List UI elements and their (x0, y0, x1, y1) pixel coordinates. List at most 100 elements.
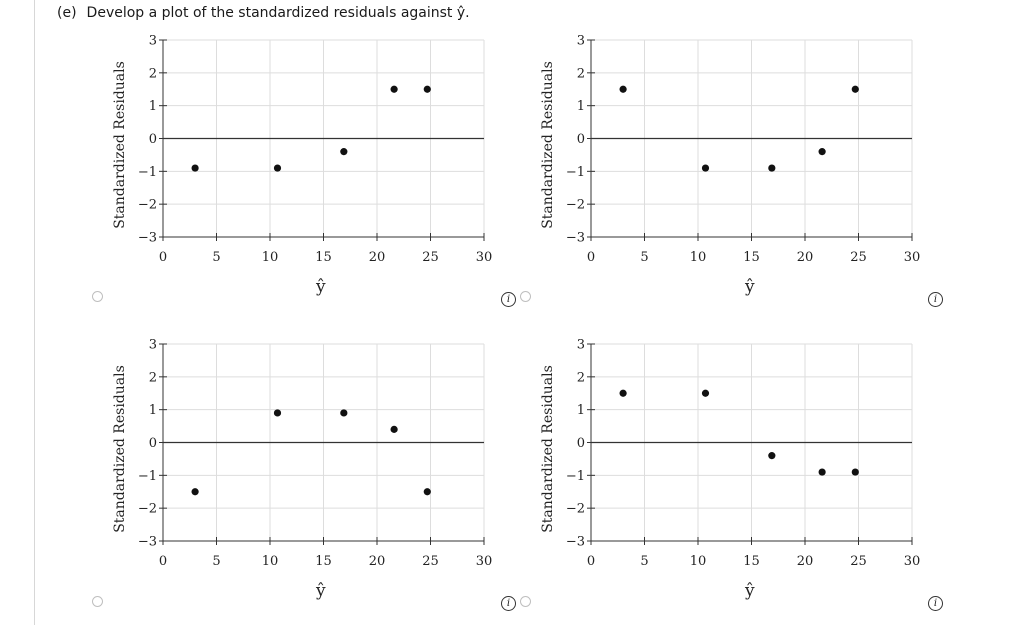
info-icon[interactable]: i (928, 292, 943, 307)
data-point (340, 148, 348, 156)
question-part-label: (e) (57, 5, 77, 21)
x-axis-label: ŷ (745, 277, 755, 297)
x-tick-label: 30 (904, 554, 921, 569)
y-tick-label: 2 (577, 370, 585, 385)
x-tick-label: 30 (476, 554, 493, 569)
data-point (818, 148, 826, 156)
residual-plot-option-c: Standardized Residuals 3 2 1 0 −1 −2 −3 0 5 10 15 2… (104, 334, 524, 624)
x-tick-label: 0 (587, 250, 595, 265)
y-tick-label: 3 (577, 34, 585, 49)
y-tick-label: 2 (149, 66, 157, 81)
x-tick-label: 20 (797, 250, 814, 265)
x-tick-label: 10 (262, 250, 279, 265)
data-point (191, 488, 199, 496)
data-point (390, 85, 398, 93)
data-point (818, 468, 826, 476)
y-tick-label: 2 (149, 370, 157, 385)
y-tick-label: −3 (138, 535, 157, 550)
y-tick-label: 0 (577, 436, 585, 451)
y-tick-label: 1 (577, 99, 585, 114)
x-tick-label: 15 (315, 554, 332, 569)
x-tick-label: 25 (422, 554, 439, 569)
x-tick-label: 15 (315, 250, 332, 265)
y-tick-label: −2 (138, 502, 157, 517)
x-tick-label: 30 (476, 250, 493, 265)
x-tick-label: 20 (369, 250, 386, 265)
data-point (701, 389, 710, 397)
radio-option-a[interactable] (92, 291, 103, 302)
x-tick-label: 25 (422, 250, 439, 265)
info-icon[interactable]: i (501, 596, 516, 611)
y-tick-label: −1 (566, 165, 585, 180)
x-tick-label: 20 (797, 554, 814, 569)
y-tick-label: −3 (566, 231, 585, 246)
data-point (768, 164, 776, 172)
y-tick-label: 0 (149, 436, 157, 451)
data-point (390, 425, 398, 433)
y-tick-label: −2 (566, 198, 585, 213)
x-axis-label: ŷ (316, 277, 326, 297)
x-axis-label: ŷ (316, 581, 326, 601)
x-tick-label: 10 (690, 554, 707, 569)
y-tick-label: 2 (577, 66, 585, 81)
y-tick-label: −3 (566, 535, 585, 550)
y-tick-label: 1 (149, 403, 157, 418)
data-point (851, 85, 859, 93)
x-tick-label: 25 (850, 250, 867, 265)
data-point (191, 164, 199, 172)
y-tick-label: −2 (138, 198, 157, 213)
x-tick-label: 15 (743, 554, 760, 569)
y-tick-label: 1 (577, 403, 585, 418)
x-tick-label: 5 (212, 250, 220, 265)
radio-option-d[interactable] (520, 596, 531, 607)
x-tick-label: 5 (640, 250, 648, 265)
x-tick-label: 30 (904, 250, 921, 265)
data-point (851, 468, 859, 476)
residual-plot-option-a: Standardized Residuals 3 2 1 0 −1 −2 −3 0 5 10 15 2… (104, 30, 524, 320)
x-tick-label: 20 (369, 554, 386, 569)
info-icon[interactable]: i (928, 596, 943, 611)
data-point (423, 85, 431, 93)
x-tick-label: 25 (850, 554, 867, 569)
data-point (619, 389, 627, 397)
y-tick-label: −1 (566, 469, 585, 484)
y-tick-label: −1 (138, 469, 157, 484)
y-tick-label: −1 (138, 165, 157, 180)
y-tick-label: 0 (577, 132, 585, 147)
radio-option-b[interactable] (520, 291, 531, 302)
info-icon[interactable]: i (501, 292, 516, 307)
y-tick-label: −3 (138, 231, 157, 246)
data-point (619, 85, 627, 93)
x-tick-label: 0 (587, 554, 595, 569)
x-tick-label: 15 (743, 250, 760, 265)
data-point (340, 409, 348, 417)
data-point (273, 164, 282, 172)
residual-plot-option-b: Standardized Residuals 3 2 1 0 −1 −2 −3 0 5 10 15 2… (532, 30, 952, 320)
question-prompt: Develop a plot of the standardized resid… (86, 5, 470, 21)
x-axis-label: ŷ (745, 581, 755, 601)
data-point (768, 452, 776, 460)
residual-plot-option-d: Standardized Residuals 3 2 1 0 −1 −2 −3 0 5 10 15 2… (532, 334, 952, 624)
data-point (701, 164, 710, 172)
x-tick-label: 10 (690, 250, 707, 265)
y-tick-label: 3 (149, 338, 157, 353)
y-tick-label: 3 (149, 34, 157, 49)
data-point (423, 488, 431, 496)
y-tick-label: 3 (577, 338, 585, 353)
x-tick-label: 10 (262, 554, 279, 569)
y-tick-label: 0 (149, 132, 157, 147)
x-tick-label: 5 (640, 554, 648, 569)
question-text: (e) Develop a plot of the standardized re… (57, 5, 470, 21)
x-tick-label: 0 (159, 250, 167, 265)
x-tick-label: 5 (212, 554, 220, 569)
y-tick-label: 1 (149, 99, 157, 114)
x-tick-label: 0 (159, 554, 167, 569)
data-point (273, 409, 282, 417)
left-divider (34, 0, 35, 625)
y-tick-label: −2 (566, 502, 585, 517)
radio-option-c[interactable] (92, 596, 103, 607)
